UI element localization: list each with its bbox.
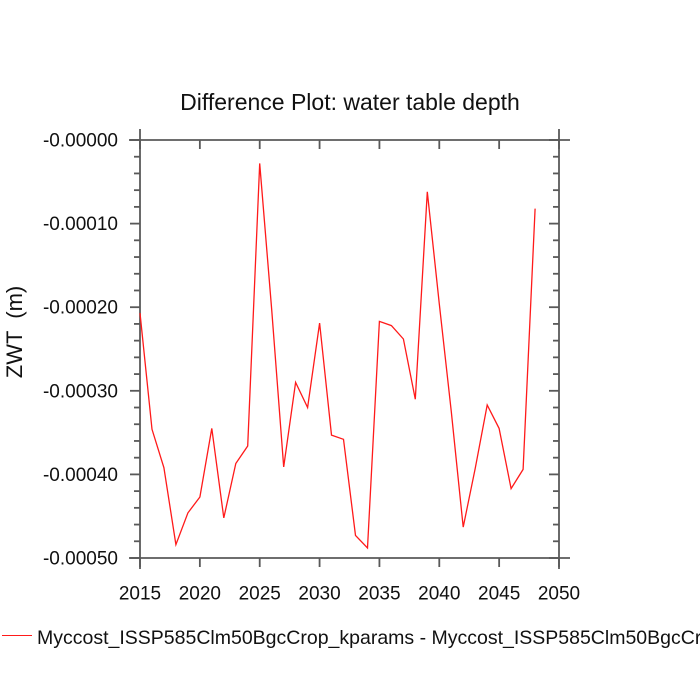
x-tick-label: 2025	[239, 584, 281, 605]
y-tick-label: -0.00010	[43, 214, 118, 235]
legend-label: Myccost_ISSP585Clm50BgcCrop_kparams - My…	[37, 627, 700, 649]
y-axis-title: ZWT (m)	[2, 286, 27, 378]
y-tick-label: -0.00040	[43, 465, 118, 486]
x-tick-label: 2030	[298, 584, 340, 605]
y-tick-label: -0.00030	[43, 381, 118, 402]
legend-line-swatch	[2, 635, 32, 636]
x-tick-label: 2015	[119, 584, 161, 605]
data-line-layer	[139, 163, 536, 550]
tick-labels-layer: 2015 2020 2025 2030 2035 2040 2045 2050 -0.00000…	[43, 131, 580, 605]
difference-line	[139, 163, 536, 550]
legend: Myccost_ISSP585Clm50BgcCrop_kparams - My…	[0, 622, 700, 662]
x-tick-label: 2045	[478, 584, 520, 605]
x-tick-label: 2040	[418, 584, 460, 605]
y-tick-label: -0.00050	[43, 549, 118, 570]
x-tick-label: 2020	[179, 584, 221, 605]
y-tick-label: -0.00000	[43, 131, 118, 152]
chart-title: Difference Plot: water table depth	[180, 89, 520, 115]
axes-layer	[129, 129, 570, 569]
x-tick-label: 2050	[538, 584, 580, 605]
x-tick-label: 2035	[358, 584, 400, 605]
y-tick-label: -0.00020	[43, 298, 118, 319]
